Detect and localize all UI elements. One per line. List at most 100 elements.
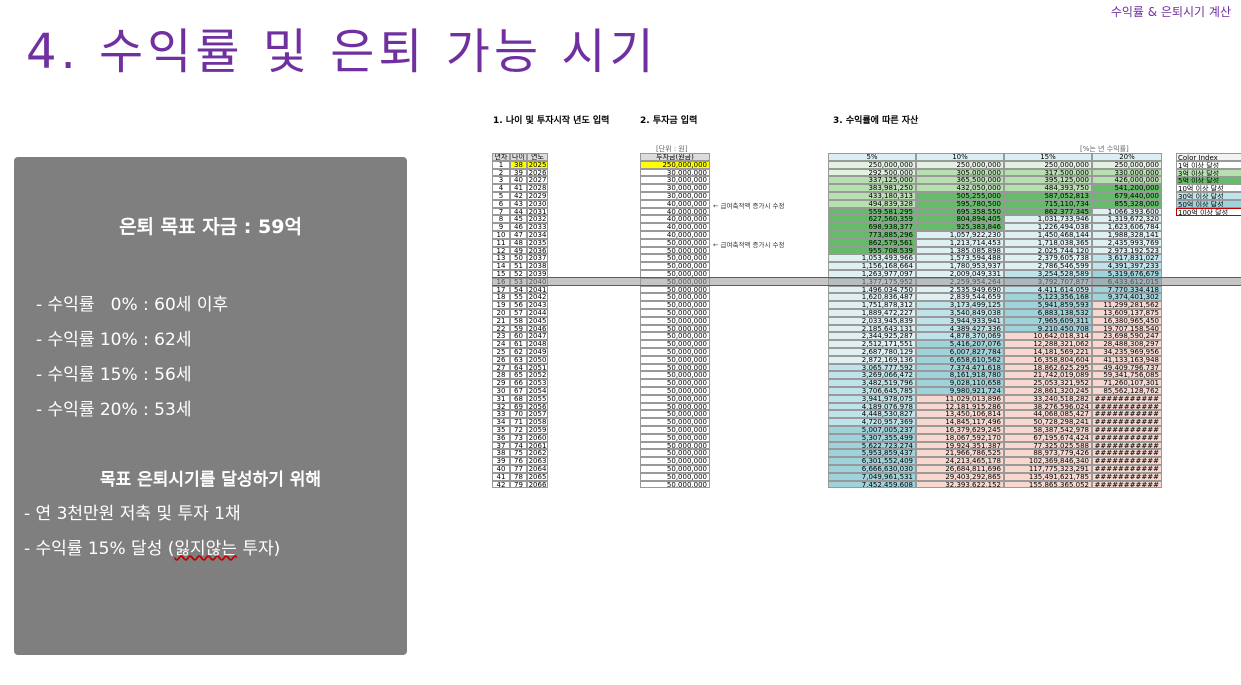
table-cell: 5,953,859,437 <box>828 449 916 458</box>
table-cell: 1 <box>492 160 510 169</box>
table-cell: 18,862,625,295 <box>1004 363 1092 372</box>
table-cell: 29,403,292,865 <box>916 472 1004 481</box>
table-cell: 50,000,000 <box>640 480 710 489</box>
table-cell: 2034 <box>527 231 548 239</box>
table-row: 20 57 2044 50,000,000 1,889,472,227 3,540,849… <box>492 309 1241 317</box>
table-row: 4 41 2028 30,000,000 383,981,250 432,050,000 4… <box>492 184 1241 192</box>
table-cell: 2,344,925,287 <box>828 332 916 341</box>
table-cell: 35 <box>492 426 510 434</box>
table-cell: 11 <box>492 238 510 247</box>
table-cell: 32 <box>492 402 510 411</box>
table-cell: 40 <box>510 176 527 185</box>
table-row: 9 46 2033 40,000,000 698,938,377 925,383,846 1… <box>492 223 1241 231</box>
rate-line: - 수익률 15% : 56세 <box>36 365 192 385</box>
table-cell: 4,448,530,827 <box>828 410 916 419</box>
table-row: 30 67 2054 50,000,000 3,706,645,785 9,980,921… <box>492 387 1241 395</box>
table-cell: 1,988,328,141 <box>1092 231 1162 239</box>
column-header: 투자금(원금) <box>640 153 710 161</box>
table-cell: 2054 <box>527 387 548 395</box>
table-cell: 41 <box>492 472 510 481</box>
table-cell: 6,883,138,532 <box>1004 309 1092 317</box>
table-cell: 7,452,459,608 <box>828 480 916 489</box>
table-cell: 695,358,550 <box>916 207 1004 216</box>
table-cell: 1,226,494,038 <box>1004 223 1092 231</box>
table-cell: 16,358,804,604 <box>1004 355 1092 364</box>
table-cell: 102,369,846,340 <box>1004 457 1092 465</box>
table-cell: 64 <box>510 363 527 372</box>
target-line-underlined: 잃지않는 <box>174 539 237 559</box>
table-cell: 9,980,921,724 <box>916 387 1004 395</box>
table-cell: 2032 <box>527 215 548 224</box>
summary-box: 은퇴 목표 자금 : 59억 - 수익률 0% : 60세 이후 - 수익률 1… <box>14 157 407 655</box>
table-cell: 75 <box>510 449 527 458</box>
table-cell: 77,325,025,588 <box>1004 441 1092 450</box>
table-cell: 698,938,377 <box>828 223 916 231</box>
table-cell: 1,213,714,453 <box>916 238 1004 247</box>
target-line-suffix: 투자) <box>236 539 281 559</box>
table-cell: 5,622,723,274 <box>828 441 916 450</box>
table-row: 26 63 2050 50,000,000 2,872,169,136 6,658,610… <box>492 355 1241 364</box>
table-cell: 862,579,561 <box>828 238 916 247</box>
table-cell: 2061 <box>527 441 548 450</box>
table-row: 24 61 2048 50,000,000 2,512,171,551 5,416,207… <box>492 340 1241 348</box>
table-cell: 5,416,207,076 <box>916 340 1004 348</box>
table-cell: 3,269,066,472 <box>828 371 916 380</box>
table-cell: 1,496,034,750 <box>828 285 916 294</box>
table-cell: 2050 <box>527 355 548 364</box>
table-cell: 2041 <box>527 285 548 294</box>
table-cell: 43 <box>510 199 527 208</box>
table-cell: ########### <box>1092 441 1162 450</box>
table-cell: 1,066,393,600 <box>1092 207 1162 216</box>
table-cell: 16,379,629,245 <box>916 426 1004 434</box>
table-cell: 1,385,085,898 <box>916 246 1004 255</box>
table-cell: 2,033,945,839 <box>828 316 916 325</box>
table-cell: 50,000,000 <box>640 316 710 325</box>
table-cell: 14 <box>492 262 510 270</box>
table-cell: 2037 <box>527 254 548 263</box>
table-cell: 50,000,000 <box>640 262 710 270</box>
table-cell: 2035 <box>527 238 548 247</box>
table-cell: 250,000,000 <box>640 160 710 169</box>
table-cell: ########### <box>1092 433 1162 442</box>
table-cell: 3 <box>492 176 510 185</box>
table-cell: 58 <box>510 316 527 325</box>
table-cell: 426,000,000 <box>1092 176 1162 185</box>
table-cell: 50,000,000 <box>640 285 710 294</box>
table-cell: 9,374,401,302 <box>1092 293 1162 302</box>
table-cell: 559,581,295 <box>828 207 916 216</box>
table-cell: 1,053,493,966 <box>828 254 916 263</box>
table-cell: 2048 <box>527 340 548 348</box>
table-cell: 627,560,359 <box>828 215 916 224</box>
table-cell: 4,878,370,069 <box>916 332 1004 341</box>
table-cell: 3,482,519,796 <box>828 379 916 387</box>
section-2-title: 2. 투자금 입력 <box>640 116 698 126</box>
table-cell: 2066 <box>527 480 548 489</box>
table-cell: 855,328,000 <box>1092 199 1162 208</box>
table-cell: 20 <box>492 309 510 317</box>
color-index-item: 30억 이상 달성 <box>1176 192 1241 200</box>
table-cell: ########### <box>1092 480 1162 489</box>
table-cell: ########### <box>1092 402 1162 411</box>
table-cell: 76 <box>510 457 527 465</box>
table-cell: 2065 <box>527 472 548 481</box>
table-row: 29 66 2053 50,000,000 3,482,519,796 9,028,110… <box>492 379 1241 387</box>
table-row: 37 74 2061 50,000,000 5,622,723,274 19,924,35… <box>492 441 1241 450</box>
table-cell: 9,028,110,658 <box>916 379 1004 387</box>
table-cell: ########### <box>1092 465 1162 473</box>
target-heading: 목표 은퇴시기를 달성하기 위해 <box>99 470 322 490</box>
table-row: 8 45 2032 40,000,000 627,560,359 804,894,405 1… <box>492 215 1241 224</box>
column-header: 년차 <box>492 153 510 161</box>
table-cell: 50,000,000 <box>640 348 710 356</box>
column-header: 15% <box>1004 153 1092 161</box>
table-cell: 6,301,552,409 <box>828 457 916 465</box>
table-row: 36 73 2060 50,000,000 5,307,355,499 18,067,59… <box>492 433 1241 442</box>
table-cell: 33 <box>492 410 510 419</box>
table-cell: 29 <box>492 379 510 387</box>
table-cell: 14,845,117,496 <box>916 418 1004 426</box>
table-cell: 42 <box>492 480 510 489</box>
table-cell: 50,000,000 <box>640 379 710 387</box>
table-cell: 22 <box>492 324 510 333</box>
table-cell: 3,617,831,027 <box>1092 254 1162 263</box>
table-cell: 45 <box>510 215 527 224</box>
table-cell: 1,780,953,937 <box>916 262 1004 270</box>
